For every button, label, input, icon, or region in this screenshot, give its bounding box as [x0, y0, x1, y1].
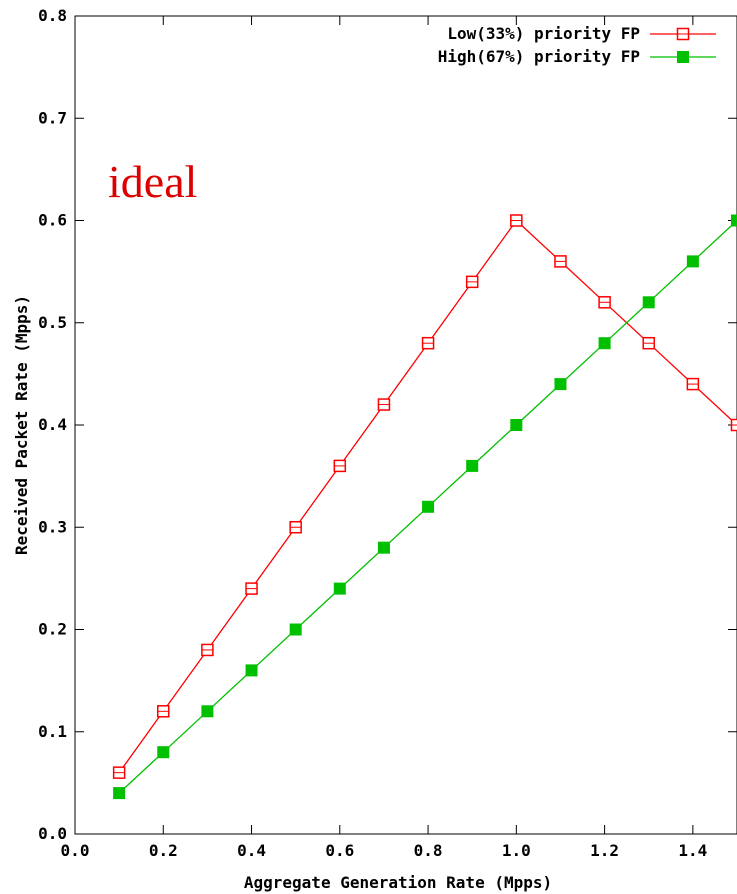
data-point — [686, 255, 699, 268]
x-tick-label: 0.4 — [237, 841, 266, 860]
data-point — [245, 664, 258, 677]
y-axis-label: Received Packet Rate (Mpps) — [12, 295, 31, 555]
data-point — [598, 296, 611, 309]
legend-label: High(67%) priority FP — [438, 47, 640, 66]
data-point — [289, 623, 302, 636]
data-point — [686, 377, 700, 391]
data-point — [112, 766, 126, 779]
x-tick-label: 1.2 — [590, 841, 619, 860]
data-point — [377, 541, 390, 554]
data-point — [510, 214, 523, 227]
data-point — [421, 336, 435, 350]
x-tick-label: 1.4 — [678, 841, 707, 860]
data-point — [157, 705, 170, 718]
data-point — [730, 418, 737, 432]
y-tick-label: 0.8 — [38, 6, 67, 25]
y-tick-label: 0.5 — [38, 313, 67, 332]
legend-marker — [677, 51, 689, 63]
x-tick-label: 0.0 — [61, 841, 90, 860]
x-axis-ticks: 0.0 0.2 0.4 0.6 0.8 1.0 1.2 1.4 — [61, 16, 707, 860]
data-point — [201, 705, 214, 718]
data-point — [731, 214, 737, 227]
series-low-priority — [112, 214, 737, 779]
data-point — [510, 419, 523, 431]
data-point — [201, 643, 214, 657]
data-point — [245, 582, 258, 595]
data-point — [289, 521, 302, 534]
x-tick-label: 0.2 — [149, 841, 178, 860]
y-tick-label: 0.4 — [38, 415, 67, 434]
axes — [74, 15, 737, 835]
y-tick-label: 0.3 — [38, 517, 67, 536]
data-point — [157, 746, 170, 759]
data-point — [598, 337, 611, 350]
y-axis-ticks: 0.0 0.1 0.2 0.3 0.4 0.5 0.6 0.7 0.8 — [38, 6, 737, 843]
data-point — [554, 378, 567, 391]
y-tick-label: 0.7 — [38, 108, 67, 127]
legend: Low(33%) priority FP High(67%) priority F… — [438, 24, 716, 66]
y-tick-label: 0.1 — [38, 722, 67, 741]
legend-label: Low(33%) priority FP — [447, 24, 640, 43]
data-point — [333, 582, 346, 595]
x-tick-label: 0.6 — [325, 841, 354, 860]
x-tick-label: 0.8 — [414, 841, 443, 860]
x-tick-label: 1.0 — [502, 841, 531, 860]
data-point — [642, 296, 655, 309]
plot-frame — [74, 15, 737, 835]
y-tick-label: 0.0 — [38, 824, 67, 843]
data-point — [465, 275, 479, 289]
data-point — [466, 459, 479, 472]
x-axis-label: Aggregate Generation Rate (Mpps) — [244, 873, 552, 892]
data-point — [642, 336, 655, 350]
data-point — [377, 398, 391, 411]
data-point — [113, 787, 126, 800]
data-point — [554, 255, 567, 268]
data-point — [422, 500, 435, 513]
data-point — [333, 459, 347, 473]
series-layer — [112, 214, 737, 800]
ideal-annotation: ideal — [108, 156, 197, 207]
y-tick-label: 0.2 — [38, 620, 67, 639]
series-high-priority — [113, 214, 737, 800]
y-tick-label: 0.6 — [38, 211, 67, 230]
